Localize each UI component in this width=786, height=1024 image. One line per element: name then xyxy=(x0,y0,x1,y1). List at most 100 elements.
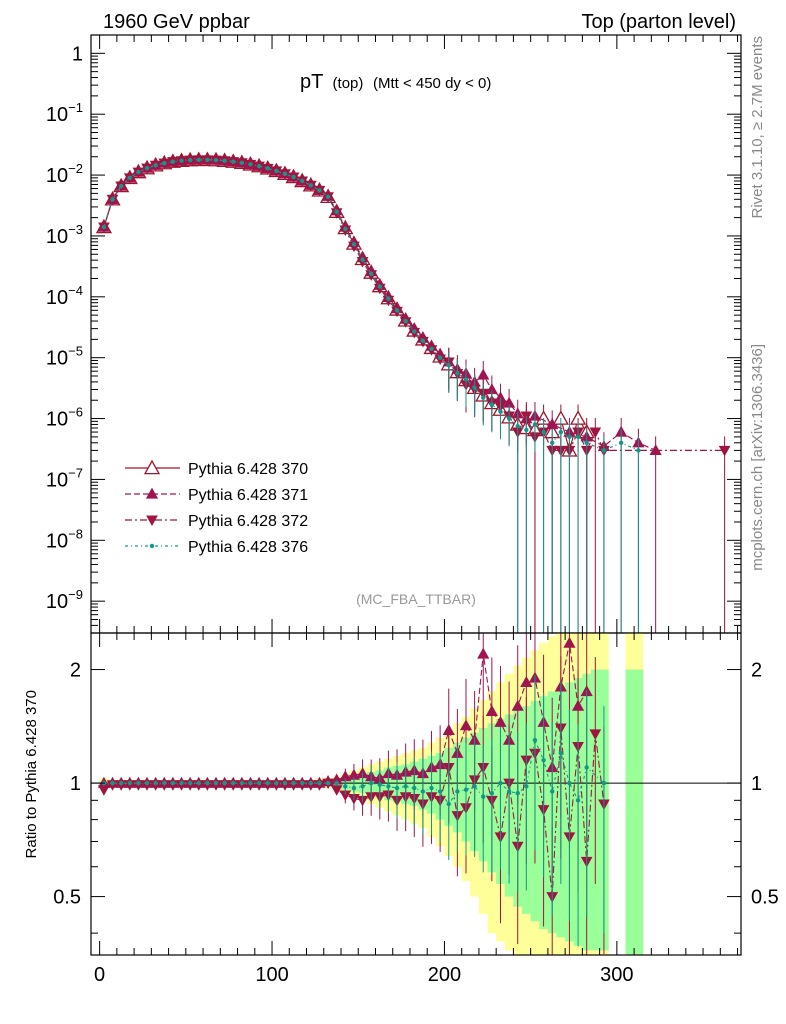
main-data-point xyxy=(170,159,176,164)
legend-marker xyxy=(146,515,158,527)
main-data-point xyxy=(636,448,641,453)
main-data-point xyxy=(300,178,305,184)
main-data-point xyxy=(196,157,201,163)
main-data-point xyxy=(282,171,288,176)
ratio-xtick-label: 0 xyxy=(94,964,105,986)
main-series-line xyxy=(103,159,656,451)
ratio-data-point xyxy=(511,699,524,711)
ratio-data-point xyxy=(575,798,581,803)
main-data-point xyxy=(463,377,469,382)
header-right: Top (parton level) xyxy=(581,11,736,33)
main-ytick-label: 10−4 xyxy=(46,283,83,309)
main-data-point xyxy=(575,434,581,440)
ratio-data-point xyxy=(222,780,227,786)
main-data-point xyxy=(291,174,296,180)
main-data-point xyxy=(187,157,193,163)
header-left: 1960 GeV ppbar xyxy=(103,11,250,33)
analysis-label: (MC_FBA_TTBAR) xyxy=(356,591,476,607)
ratio-data-point xyxy=(282,780,288,786)
main-ytick-label: 1 xyxy=(72,43,83,65)
main-data-point xyxy=(127,175,132,181)
main-data-point xyxy=(222,158,227,163)
ratio-data-point xyxy=(481,794,486,799)
main-data-point xyxy=(386,296,391,301)
main-series-1 xyxy=(97,153,662,633)
ratio-data-point xyxy=(213,780,219,786)
main-data-point xyxy=(412,329,417,334)
main-ytick-label: 10−1 xyxy=(46,100,83,126)
legend-label: Pythia 6.428 371 xyxy=(188,487,308,504)
main-data-point xyxy=(360,257,365,262)
main-ytick-label: 10−5 xyxy=(46,344,83,370)
main-ytick-label: 10−8 xyxy=(46,526,83,552)
ratio-data-point xyxy=(584,765,589,770)
main-data-point xyxy=(343,226,348,232)
ratio-data-point xyxy=(317,780,322,786)
legend-label: Pythia 6.428 372 xyxy=(188,513,308,530)
ratio-data-point xyxy=(589,729,602,740)
main-data-point xyxy=(377,284,382,289)
main-ytick-label: 10−2 xyxy=(46,161,83,187)
main-data-point xyxy=(317,188,322,193)
main-data-point xyxy=(213,157,219,163)
main-data-point xyxy=(308,183,314,188)
rivet-label: Rivet 3.1.10, ≥ 2.7M events xyxy=(749,36,766,219)
main-data-point xyxy=(455,370,460,376)
main-data-point xyxy=(420,338,426,343)
ratio-xtick-label: 300 xyxy=(600,964,633,986)
main-series-line xyxy=(103,159,725,452)
main-data-point xyxy=(477,368,490,380)
main-data-point xyxy=(231,159,236,164)
ratio-data-point xyxy=(477,647,490,659)
ratio-data-point xyxy=(550,789,555,794)
ratio-data-point xyxy=(386,784,391,789)
ratio-ytick-label-right: 0.5 xyxy=(751,887,779,909)
main-series-line xyxy=(103,159,639,452)
main-data-point xyxy=(541,429,546,435)
ratio-panel: 0.5 0.5 1 1 2 2 0 100 200 300 xyxy=(53,632,779,986)
ratio-data-point xyxy=(494,715,507,727)
main-data-point xyxy=(144,165,150,171)
main-data-point xyxy=(368,271,374,276)
ratio-data-point xyxy=(485,704,498,716)
ratio-data-point xyxy=(506,789,512,794)
main-data-point xyxy=(618,440,624,445)
ratio-data-point xyxy=(515,790,520,796)
main-data-point xyxy=(325,194,331,199)
main-panel: 1 10−1 10−2 10−3 10−4 10−5 10−6 10−7 10−8 10−9 xyxy=(46,34,742,634)
legend-marker xyxy=(149,543,155,549)
legend-marker xyxy=(145,487,159,499)
ratio-data-point xyxy=(110,780,115,786)
main-data-point xyxy=(274,168,279,174)
legend-label: Pythia 6.428 370 xyxy=(188,461,308,478)
main-data-point xyxy=(718,445,731,457)
ratio-data-point xyxy=(308,780,314,786)
main-data-point xyxy=(584,440,589,445)
main-ytick-label: 10−9 xyxy=(46,587,83,613)
ratio-data-point xyxy=(403,784,408,789)
ratio-data-point xyxy=(472,784,477,789)
main-data-point xyxy=(506,416,512,421)
plot-title-main: pT xyxy=(300,71,323,93)
main-data-point xyxy=(136,169,141,175)
ratio-data-point xyxy=(300,780,305,786)
ratio-data-point xyxy=(541,757,546,763)
ratio-data-point xyxy=(446,801,451,807)
ratio-ytick-label-right: 1 xyxy=(751,773,762,795)
ratio-data-point xyxy=(429,785,434,791)
ratio-data-point xyxy=(170,780,176,786)
main-data-point xyxy=(394,308,400,313)
ratio-xtick-label: 100 xyxy=(255,964,288,986)
legend: Pythia 6.428 370 Pythia 6.428 371 Pythia 6… xyxy=(125,459,308,556)
ratio-data-point xyxy=(127,780,132,786)
ratio-band-green xyxy=(634,669,644,955)
ratio-data-point xyxy=(256,780,262,786)
main-series-2 xyxy=(98,155,731,633)
ratio-data-point xyxy=(179,780,184,786)
ratio-data-point xyxy=(325,780,331,786)
ratio-data-point xyxy=(196,780,201,786)
main-data-point xyxy=(205,157,210,163)
ratio-xtick-label: 200 xyxy=(428,964,461,986)
plot-title-sub1: (top) xyxy=(333,75,364,92)
